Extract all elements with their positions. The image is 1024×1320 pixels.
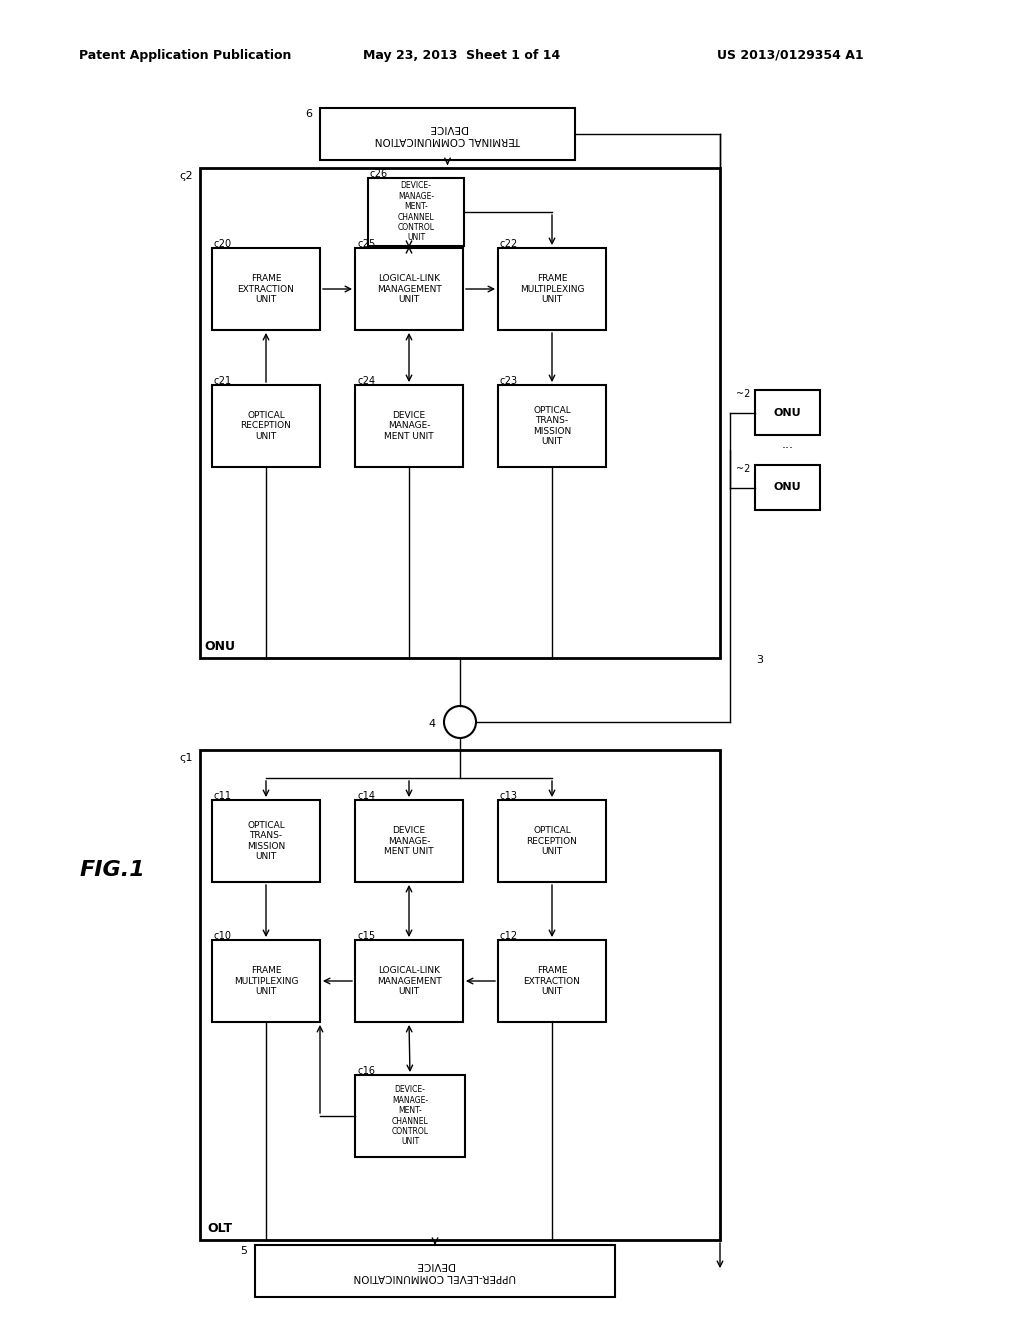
Text: ς2: ς2 [179, 172, 193, 181]
Text: ς23: ς23 [500, 376, 518, 385]
Text: ς20: ς20 [214, 239, 232, 249]
Text: ς26: ς26 [370, 169, 388, 180]
Text: UPPER-LEVEL COMMUNICATION
DEVICE: UPPER-LEVEL COMMUNICATION DEVICE [353, 1261, 516, 1282]
Bar [498, 385, 606, 467]
Bar [212, 248, 319, 330]
Text: DEVICE
MANAGE-
MENT UNIT: DEVICE MANAGE- MENT UNIT [384, 411, 434, 441]
Text: ς25: ς25 [357, 239, 375, 249]
Text: May 23, 2013  Sheet 1 of 14: May 23, 2013 Sheet 1 of 14 [364, 49, 560, 62]
Bar [755, 465, 820, 510]
Text: ς13: ς13 [500, 791, 518, 801]
Text: LOGICAL-LINK
MANAGEMENT
UNIT: LOGICAL-LINK MANAGEMENT UNIT [377, 966, 441, 995]
Bar [200, 750, 720, 1239]
Text: OPTICAL
TRANS-
MISSION
UNIT: OPTICAL TRANS- MISSION UNIT [247, 821, 285, 861]
Bar [212, 940, 319, 1022]
Text: OPTICAL
RECEPTION
UNIT: OPTICAL RECEPTION UNIT [526, 826, 578, 855]
Bar [355, 940, 463, 1022]
Text: ς21: ς21 [214, 376, 232, 385]
Text: ~2: ~2 [736, 465, 751, 474]
Text: FRAME
MULTIPLEXING
UNIT: FRAME MULTIPLEXING UNIT [520, 275, 585, 304]
Text: 6: 6 [305, 110, 312, 119]
Text: 5: 5 [240, 1246, 247, 1257]
Text: 3: 3 [757, 655, 764, 665]
Bar [355, 800, 463, 882]
Text: OPTICAL
RECEPTION
UNIT: OPTICAL RECEPTION UNIT [241, 411, 292, 441]
Text: ONU: ONU [774, 408, 802, 417]
Text: OPTICAL
TRANS-
MISSION
UNIT: OPTICAL TRANS- MISSION UNIT [532, 407, 571, 446]
Bar [212, 800, 319, 882]
Text: ς22: ς22 [500, 239, 518, 249]
Text: ~2: ~2 [736, 389, 751, 399]
Bar [200, 168, 720, 657]
Text: ς15: ς15 [357, 931, 375, 941]
Text: ς10: ς10 [214, 931, 232, 941]
Bar [498, 248, 606, 330]
Text: ONU: ONU [205, 639, 236, 652]
Text: US 2013/0129354 A1: US 2013/0129354 A1 [717, 49, 863, 62]
Text: ς16: ς16 [357, 1067, 375, 1076]
Bar [355, 1074, 465, 1158]
Text: ς12: ς12 [500, 931, 518, 941]
Text: DEVICE-
MANAGE-
MENT-
CHANNEL
CONTROL
UNIT: DEVICE- MANAGE- MENT- CHANNEL CONTROL UN… [397, 181, 434, 243]
Bar [755, 389, 820, 436]
Text: ς14: ς14 [357, 791, 375, 801]
Bar [212, 385, 319, 467]
Text: TERMINAL COMMUNICATION
DEVICE: TERMINAL COMMUNICATION DEVICE [375, 123, 520, 145]
Text: FRAME
EXTRACTION
UNIT: FRAME EXTRACTION UNIT [523, 966, 581, 995]
Text: 4: 4 [428, 719, 435, 729]
Text: ς24: ς24 [357, 376, 375, 385]
Bar [498, 800, 606, 882]
Text: ς1: ς1 [179, 752, 193, 763]
Text: LOGICAL-LINK
MANAGEMENT
UNIT: LOGICAL-LINK MANAGEMENT UNIT [377, 275, 441, 304]
Bar [255, 1245, 615, 1298]
Text: FIG.1: FIG.1 [79, 861, 144, 880]
Text: ...: ... [781, 438, 794, 451]
Bar [355, 248, 463, 330]
Text: FRAME
EXTRACTION
UNIT: FRAME EXTRACTION UNIT [238, 275, 295, 304]
Text: ONU: ONU [774, 483, 802, 492]
Bar [368, 178, 464, 246]
Text: FRAME
MULTIPLEXING
UNIT: FRAME MULTIPLEXING UNIT [233, 966, 298, 995]
Text: ς11: ς11 [214, 791, 232, 801]
Bar [355, 385, 463, 467]
Bar [498, 940, 606, 1022]
Text: OLT: OLT [208, 1221, 232, 1234]
Bar [319, 108, 575, 160]
Text: DEVICE
MANAGE-
MENT UNIT: DEVICE MANAGE- MENT UNIT [384, 826, 434, 855]
Text: Patent Application Publication: Patent Application Publication [79, 49, 291, 62]
Text: DEVICE-
MANAGE-
MENT-
CHANNEL
CONTROL
UNIT: DEVICE- MANAGE- MENT- CHANNEL CONTROL UN… [391, 1085, 428, 1147]
